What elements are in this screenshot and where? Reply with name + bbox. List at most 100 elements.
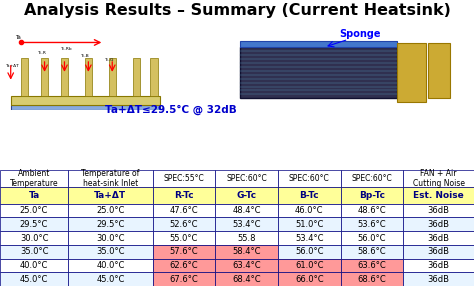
Text: 47.6°C: 47.6°C bbox=[170, 206, 198, 215]
Bar bbox=[340, 259, 403, 272]
Bar bbox=[153, 245, 215, 259]
Bar bbox=[278, 245, 340, 259]
Text: Est. Noise: Est. Noise bbox=[413, 191, 464, 200]
Bar bbox=[239, 47, 397, 98]
Bar bbox=[0, 170, 68, 187]
Text: 56.0°C: 56.0°C bbox=[295, 247, 323, 256]
Text: Ta: Ta bbox=[15, 35, 20, 39]
Text: 35.0°C: 35.0°C bbox=[96, 247, 125, 256]
Text: 29.5°C: 29.5°C bbox=[96, 220, 125, 229]
Bar bbox=[428, 43, 450, 98]
Text: 46.0°C: 46.0°C bbox=[295, 206, 323, 215]
Bar bbox=[41, 58, 48, 96]
Text: 53.4°C: 53.4°C bbox=[295, 234, 323, 243]
Bar bbox=[153, 272, 215, 286]
Text: 66.0°C: 66.0°C bbox=[295, 275, 323, 284]
Bar bbox=[340, 204, 403, 217]
Bar bbox=[61, 58, 68, 96]
Text: Ta: Ta bbox=[28, 191, 40, 200]
Bar bbox=[0, 259, 68, 272]
Text: 40.0°C: 40.0°C bbox=[20, 261, 48, 270]
Text: 30.0°C: 30.0°C bbox=[20, 234, 48, 243]
Text: 57.6°C: 57.6°C bbox=[170, 247, 198, 256]
Bar bbox=[11, 105, 160, 110]
Bar bbox=[278, 204, 340, 217]
Text: Bp-Tc: Bp-Tc bbox=[359, 191, 385, 200]
Bar bbox=[68, 259, 153, 272]
Bar bbox=[68, 245, 153, 259]
Bar bbox=[0, 187, 68, 204]
Text: 25.0°C: 25.0°C bbox=[96, 206, 125, 215]
Bar bbox=[278, 217, 340, 231]
Bar bbox=[0, 204, 68, 217]
Bar bbox=[403, 170, 474, 187]
Text: SPEC:60°C: SPEC:60°C bbox=[351, 174, 392, 183]
Text: 48.4°C: 48.4°C bbox=[232, 206, 261, 215]
Text: Ta+ΔT: Ta+ΔT bbox=[94, 191, 127, 200]
Bar bbox=[153, 187, 215, 204]
Bar bbox=[340, 272, 403, 286]
Bar bbox=[215, 259, 278, 272]
Bar bbox=[239, 41, 397, 47]
Text: 30.0°C: 30.0°C bbox=[96, 234, 125, 243]
Text: SPEC:55°C: SPEC:55°C bbox=[164, 174, 204, 183]
Text: 36dB: 36dB bbox=[428, 220, 449, 229]
Text: 56.0°C: 56.0°C bbox=[357, 234, 386, 243]
Text: 36dB: 36dB bbox=[428, 206, 449, 215]
Bar bbox=[403, 245, 474, 259]
Bar bbox=[403, 187, 474, 204]
Text: 36dB: 36dB bbox=[428, 261, 449, 270]
Text: SPEC:60°C: SPEC:60°C bbox=[289, 174, 329, 183]
Text: 25.0°C: 25.0°C bbox=[20, 206, 48, 215]
Bar bbox=[278, 170, 340, 187]
Bar bbox=[403, 259, 474, 272]
Bar bbox=[153, 170, 215, 187]
Bar bbox=[0, 231, 68, 245]
Text: Temperature of
heat-sink Inlet: Temperature of heat-sink Inlet bbox=[81, 169, 139, 188]
Text: 55.8: 55.8 bbox=[237, 234, 256, 243]
Bar bbox=[340, 187, 403, 204]
Bar bbox=[278, 187, 340, 204]
Text: 35.0°C: 35.0°C bbox=[20, 247, 48, 256]
Bar bbox=[278, 231, 340, 245]
Text: 68.4°C: 68.4°C bbox=[232, 275, 261, 284]
Text: 58.6°C: 58.6°C bbox=[357, 247, 386, 256]
Text: Tc-G: Tc-G bbox=[104, 57, 114, 61]
Bar bbox=[133, 58, 140, 96]
Text: SPEC:60°C: SPEC:60°C bbox=[226, 174, 267, 183]
Text: 68.6°C: 68.6°C bbox=[357, 275, 386, 284]
Bar bbox=[403, 272, 474, 286]
Bar bbox=[68, 272, 153, 286]
Bar bbox=[397, 43, 426, 102]
Bar bbox=[150, 58, 158, 96]
Text: 29.5°C: 29.5°C bbox=[20, 220, 48, 229]
Text: 62.6°C: 62.6°C bbox=[170, 261, 198, 270]
Text: Tc-Rb: Tc-Rb bbox=[61, 47, 72, 51]
Bar bbox=[403, 217, 474, 231]
Bar bbox=[0, 272, 68, 286]
Bar bbox=[403, 231, 474, 245]
Bar bbox=[215, 231, 278, 245]
Text: 53.4°C: 53.4°C bbox=[232, 220, 261, 229]
Bar bbox=[215, 170, 278, 187]
Text: 36dB: 36dB bbox=[428, 247, 449, 256]
Bar bbox=[153, 217, 215, 231]
Text: B-Tc: B-Tc bbox=[300, 191, 319, 200]
Bar bbox=[11, 96, 160, 105]
Bar bbox=[85, 58, 92, 96]
Text: FAN + Air
Cutting Noise: FAN + Air Cutting Noise bbox=[412, 169, 465, 188]
Bar bbox=[153, 231, 215, 245]
Text: 51.0°C: 51.0°C bbox=[295, 220, 323, 229]
Text: G-Tc: G-Tc bbox=[237, 191, 256, 200]
Text: 52.6°C: 52.6°C bbox=[170, 220, 198, 229]
Text: Ta+ΔT≤29.5°C @ 32dB: Ta+ΔT≤29.5°C @ 32dB bbox=[105, 104, 237, 115]
Text: 48.6°C: 48.6°C bbox=[357, 206, 386, 215]
Text: 63.6°C: 63.6°C bbox=[357, 261, 386, 270]
Text: 45.0°C: 45.0°C bbox=[96, 275, 125, 284]
Bar bbox=[403, 204, 474, 217]
Bar bbox=[340, 231, 403, 245]
Text: 61.0°C: 61.0°C bbox=[295, 261, 323, 270]
Bar bbox=[68, 170, 153, 187]
Bar bbox=[340, 245, 403, 259]
Bar bbox=[215, 187, 278, 204]
